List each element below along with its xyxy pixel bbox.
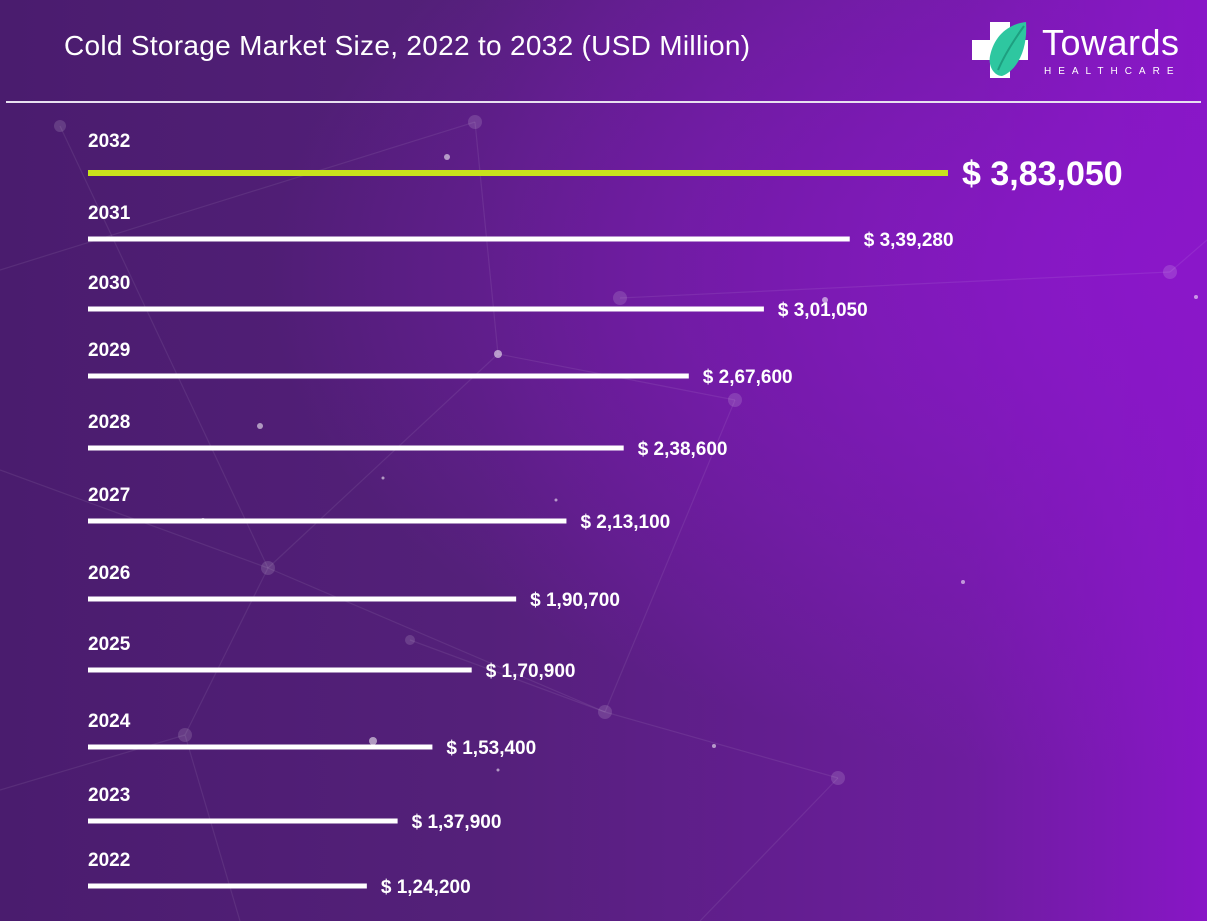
bar xyxy=(88,236,850,242)
bar xyxy=(88,518,567,524)
bar xyxy=(88,818,398,824)
brand-tagline: HEALTHCARE xyxy=(1044,66,1181,77)
year-label: 2029 xyxy=(88,340,130,361)
value-label: $ 2,38,600 xyxy=(638,439,728,460)
value-label: $ 1,37,900 xyxy=(412,812,502,833)
year-label: 2022 xyxy=(88,850,130,871)
value-label: $ 1,24,200 xyxy=(381,877,471,898)
medical-cross-leaf-icon xyxy=(972,22,1028,78)
bar xyxy=(88,596,517,602)
bar xyxy=(88,883,367,889)
bar xyxy=(88,744,433,750)
value-label: $ 3,39,280 xyxy=(864,230,954,251)
value-label: $ 3,83,050 xyxy=(962,155,1123,193)
year-label: 2025 xyxy=(88,634,131,655)
highlight-bar xyxy=(88,170,948,176)
value-label: $ 2,13,100 xyxy=(580,512,670,533)
year-label: 2026 xyxy=(88,563,130,584)
header-divider xyxy=(6,101,1201,103)
value-label: $ 1,90,700 xyxy=(530,590,620,611)
year-label: 2024 xyxy=(88,711,131,732)
year-label: 2031 xyxy=(88,203,131,224)
value-label: $ 3,01,050 xyxy=(778,300,868,321)
year-label: 2027 xyxy=(88,485,130,506)
value-label: $ 2,67,600 xyxy=(703,367,793,388)
brand-logo: Towards HEALTHCARE xyxy=(968,18,1188,82)
year-label: 2032 xyxy=(88,131,130,152)
bar xyxy=(88,667,472,673)
bar xyxy=(88,306,764,312)
bar xyxy=(88,445,624,451)
bar xyxy=(88,373,689,379)
year-label: 2028 xyxy=(88,412,130,433)
chart-title: Cold Storage Market Size, 2022 to 2032 (… xyxy=(64,30,751,61)
year-label: 2030 xyxy=(88,273,130,294)
year-label: 2023 xyxy=(88,785,130,806)
value-label: $ 1,70,900 xyxy=(486,661,576,682)
value-label: $ 1,53,400 xyxy=(446,738,536,759)
brand-name: Towards xyxy=(1042,22,1180,63)
